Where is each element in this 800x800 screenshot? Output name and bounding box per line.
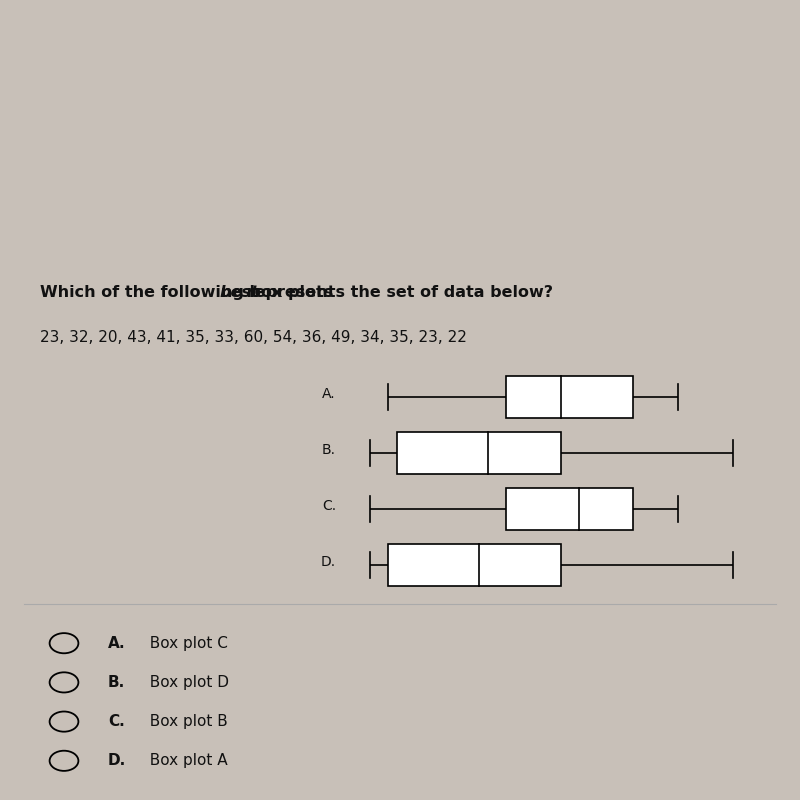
Text: C.: C. (108, 714, 125, 729)
Text: represents the set of data below?: represents the set of data below? (242, 285, 554, 300)
Bar (388, 543, 561, 586)
Text: A.: A. (108, 636, 126, 650)
Text: B.: B. (322, 443, 336, 457)
Text: Box plot C: Box plot C (140, 636, 228, 650)
Text: Box plot D: Box plot D (140, 675, 229, 690)
Bar (506, 487, 633, 530)
Text: D.: D. (108, 754, 126, 768)
Text: A.: A. (322, 387, 336, 401)
Text: Which of the following box plots: Which of the following box plots (40, 285, 339, 300)
Text: B.: B. (108, 675, 126, 690)
Text: best: best (219, 285, 259, 300)
Bar (398, 431, 561, 474)
Bar (506, 375, 633, 418)
Text: D.: D. (321, 555, 336, 569)
Text: Box plot A: Box plot A (140, 754, 228, 768)
Text: Box plot B: Box plot B (140, 714, 228, 729)
Text: 23, 32, 20, 43, 41, 35, 33, 60, 54, 36, 49, 34, 35, 23, 22: 23, 32, 20, 43, 41, 35, 33, 60, 54, 36, … (40, 330, 467, 345)
Text: C.: C. (322, 499, 336, 513)
